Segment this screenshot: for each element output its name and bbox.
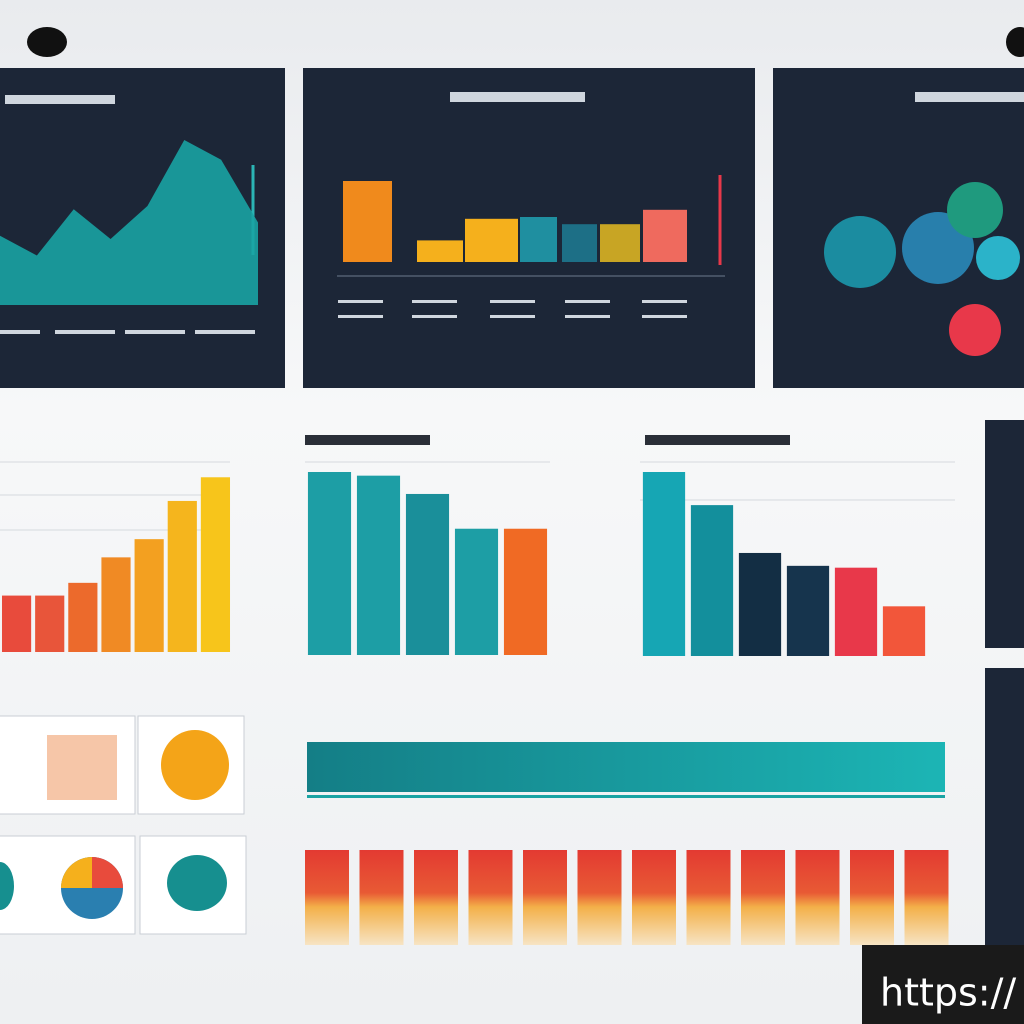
bar	[167, 500, 197, 652]
block	[850, 850, 894, 945]
bar	[134, 539, 164, 652]
icon	[61, 857, 92, 888]
bar	[600, 224, 640, 262]
watermark: https://	[880, 971, 1016, 1015]
section-heading-placeholders	[305, 435, 790, 445]
block	[632, 850, 676, 945]
block	[414, 850, 458, 945]
bar	[465, 218, 518, 262]
bubbles	[824, 182, 1020, 356]
block	[686, 850, 731, 945]
grid-lines	[0, 461, 955, 531]
bar	[738, 552, 782, 656]
block	[305, 850, 349, 945]
bar	[643, 209, 687, 262]
bar	[642, 472, 686, 656]
bar	[200, 477, 231, 652]
bar	[454, 528, 499, 655]
bar	[834, 567, 878, 656]
block	[577, 850, 622, 945]
bar	[562, 224, 597, 262]
bar	[503, 528, 548, 655]
icon	[92, 857, 123, 888]
icon	[47, 735, 117, 800]
banner-line	[307, 795, 945, 798]
bar	[882, 606, 926, 656]
bar	[101, 557, 131, 652]
bar	[405, 493, 450, 655]
bar	[356, 475, 401, 655]
pin	[27, 27, 67, 57]
bar	[68, 582, 98, 652]
bar	[786, 565, 830, 656]
panel	[985, 668, 1024, 945]
bar	[1, 595, 32, 652]
bar	[343, 181, 392, 262]
bar	[417, 240, 463, 262]
block	[468, 850, 513, 945]
watermark-box	[862, 945, 1024, 1024]
icon	[161, 730, 229, 800]
block	[359, 850, 404, 945]
block	[741, 850, 785, 945]
panel-text-placeholders	[0, 92, 1024, 334]
bar	[520, 217, 557, 262]
area	[0, 140, 258, 305]
block	[795, 850, 840, 945]
block	[523, 850, 567, 945]
bar	[690, 505, 734, 656]
banner	[307, 742, 945, 792]
panel	[985, 420, 1024, 648]
block	[904, 850, 949, 945]
icon	[0, 862, 14, 910]
pin	[1006, 27, 1024, 57]
bar	[35, 595, 65, 652]
bar	[307, 472, 352, 655]
icon	[167, 855, 227, 911]
block-row	[305, 850, 949, 945]
